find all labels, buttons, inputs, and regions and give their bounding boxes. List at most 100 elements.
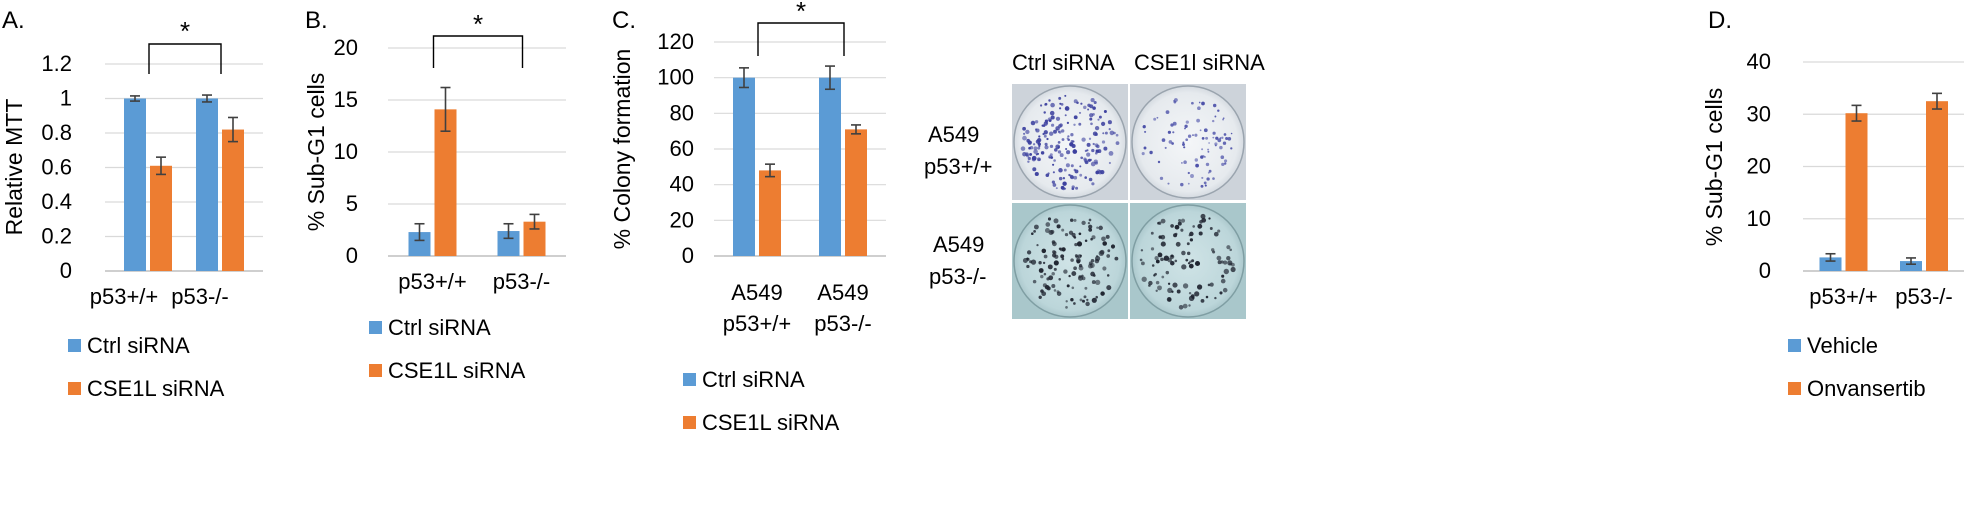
chart-c-bar-series2 bbox=[845, 129, 867, 256]
chart-b-subg1: 0 5 10 15 20% Sub-G1 cells p53+/+ p53-/- * Ctrl … bbox=[303, 9, 566, 383]
colony-dot bbox=[1211, 119, 1215, 123]
colony-dot bbox=[1221, 274, 1225, 278]
chart-b-legend-swatch bbox=[369, 364, 382, 377]
colony-dot bbox=[1075, 186, 1079, 190]
colony-dot bbox=[1174, 224, 1180, 230]
colony-dot bbox=[1090, 98, 1095, 103]
colony-dot bbox=[1077, 254, 1082, 259]
colony-dot bbox=[1032, 167, 1037, 172]
colony-dot bbox=[1030, 120, 1036, 126]
colony-dot bbox=[1229, 248, 1232, 252]
colony-dot bbox=[1159, 176, 1164, 181]
colony-dot bbox=[1058, 176, 1063, 181]
colony-dot bbox=[1073, 123, 1076, 127]
colony-dot bbox=[1047, 117, 1052, 122]
colony-dot bbox=[1022, 135, 1027, 141]
colony-dot bbox=[1052, 241, 1057, 247]
colony-dot bbox=[1089, 104, 1094, 109]
colony-dot bbox=[1217, 229, 1221, 233]
colony-dot bbox=[1170, 224, 1174, 228]
panel-a-letter: A. bbox=[2, 7, 25, 34]
colony-dot bbox=[1139, 258, 1143, 262]
chart-d-bar-series1 bbox=[1900, 261, 1922, 271]
colony-dot bbox=[1061, 247, 1066, 252]
colony-dot bbox=[1188, 234, 1191, 237]
colony-dot bbox=[1149, 150, 1153, 155]
colony-dot bbox=[1166, 297, 1172, 302]
colony-dot bbox=[1051, 180, 1056, 184]
colony-dot bbox=[1182, 303, 1188, 309]
colony-dot bbox=[1052, 163, 1055, 166]
chart-d-legend-label: Onvansertib bbox=[1807, 376, 1926, 401]
colony-dot bbox=[1057, 141, 1061, 144]
colony-dot bbox=[1040, 151, 1045, 155]
colony-dot bbox=[1036, 243, 1039, 247]
colony-dot bbox=[1084, 176, 1087, 179]
colony-dot bbox=[1026, 250, 1032, 255]
colony-dot bbox=[1224, 159, 1228, 163]
colony-dot bbox=[1071, 271, 1077, 277]
colony-dot bbox=[1073, 149, 1076, 152]
colony-dot bbox=[1184, 127, 1186, 130]
colony-dot bbox=[1076, 258, 1081, 264]
colony-dot bbox=[1170, 254, 1174, 258]
colony-dot bbox=[1181, 162, 1183, 164]
colony-dot bbox=[1087, 108, 1090, 111]
colony-dot bbox=[1029, 260, 1033, 264]
chart-c-ytick-label: 80 bbox=[670, 100, 694, 125]
colony-dot bbox=[1217, 138, 1222, 143]
colony-dot bbox=[1048, 99, 1051, 102]
colony-dot bbox=[1187, 171, 1190, 175]
colony-dot bbox=[1055, 116, 1061, 121]
colony-dot bbox=[1222, 118, 1225, 121]
colony-dot bbox=[1182, 143, 1185, 146]
colony-dot bbox=[1072, 140, 1075, 143]
colony-dot bbox=[1199, 129, 1202, 132]
colony-dot bbox=[1089, 113, 1094, 118]
colony-dot bbox=[1174, 259, 1178, 263]
colony-dot bbox=[1073, 266, 1077, 271]
colony-dot bbox=[1064, 157, 1067, 160]
colony-dots bbox=[1020, 94, 1236, 310]
chart-d-bar-series2 bbox=[1926, 101, 1948, 271]
colony-dot bbox=[1027, 160, 1030, 163]
chart-b-category-label: p53-/- bbox=[493, 269, 550, 294]
chart-b-ytick-label: 20 bbox=[334, 35, 358, 60]
colony-dot bbox=[1171, 142, 1174, 145]
colony-dot bbox=[1182, 141, 1185, 144]
colony-dot bbox=[1230, 132, 1233, 135]
colony-dot bbox=[1052, 183, 1057, 187]
colony-dot bbox=[1102, 132, 1105, 135]
colony-dot bbox=[1088, 228, 1093, 232]
colony-dot bbox=[1219, 145, 1223, 150]
colony-dot bbox=[1070, 164, 1074, 168]
colony-dot bbox=[1049, 131, 1054, 136]
colony-dot bbox=[1070, 298, 1074, 302]
colony-dot bbox=[1107, 120, 1112, 125]
colony-dot bbox=[1114, 256, 1119, 261]
colony-dot bbox=[1044, 119, 1049, 123]
colony-dot bbox=[1053, 159, 1056, 162]
chart-d-legend-swatch bbox=[1788, 339, 1801, 352]
colony-dot bbox=[1206, 177, 1210, 181]
colony-dot bbox=[1090, 122, 1093, 126]
colony-dot bbox=[1052, 253, 1057, 258]
dish-top-right bbox=[1131, 85, 1245, 199]
colony-dot bbox=[1215, 136, 1219, 140]
colony-dot bbox=[1160, 241, 1166, 247]
colony-dot bbox=[1167, 182, 1170, 185]
colony-dot bbox=[1082, 299, 1085, 303]
colony-dot bbox=[1219, 291, 1223, 295]
colony-dot bbox=[1105, 234, 1110, 239]
colony-dot bbox=[1071, 286, 1075, 290]
colony-dot bbox=[1219, 137, 1222, 139]
colony-dot bbox=[1033, 146, 1038, 151]
colony-dot bbox=[1051, 272, 1055, 276]
colony-dot bbox=[1177, 221, 1182, 226]
colony-dot bbox=[1183, 146, 1186, 149]
colony-dot bbox=[1185, 138, 1189, 142]
chart-a-legend-label: CSE1L siRNA bbox=[87, 376, 225, 401]
colony-dot bbox=[1205, 136, 1209, 140]
colony-dot bbox=[1063, 168, 1067, 172]
colony-dot bbox=[1065, 300, 1068, 303]
